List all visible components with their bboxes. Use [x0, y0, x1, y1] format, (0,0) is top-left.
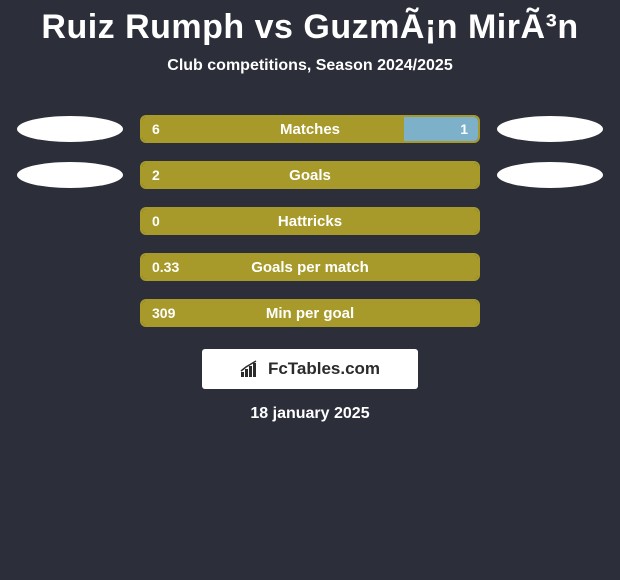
stat-row: 0.33Goals per match [0, 253, 620, 281]
chart-icon [240, 360, 262, 378]
page-title: Ruiz Rumph vs GuzmÃ¡n MirÃ³n [0, 8, 620, 47]
stat-label: Goals [142, 163, 478, 187]
stat-label: Hattricks [142, 209, 478, 233]
avatar-placeholder [17, 116, 123, 142]
stat-bar: 61Matches [140, 115, 480, 143]
right-avatar-slot [480, 116, 620, 142]
stat-label: Min per goal [142, 301, 478, 325]
avatar-placeholder [17, 162, 123, 188]
left-avatar-slot [0, 116, 140, 142]
stat-row: 309Min per goal [0, 299, 620, 327]
stat-bar: 0.33Goals per match [140, 253, 480, 281]
stat-row: 0Hattricks [0, 207, 620, 235]
left-avatar-slot [0, 162, 140, 188]
stat-bar: 309Min per goal [140, 299, 480, 327]
stat-label: Matches [142, 117, 478, 141]
stats-container: 61Matches 2Goals 0Hattricks 0.33Goals per m… [0, 115, 620, 327]
right-avatar-slot [480, 162, 620, 188]
stat-row: 2Goals [0, 161, 620, 189]
page-subtitle: Club competitions, Season 2024/2025 [0, 57, 620, 75]
stat-bar: 2Goals [140, 161, 480, 189]
avatar-placeholder [497, 162, 603, 188]
date-text: 18 january 2025 [0, 405, 620, 423]
stat-row: 61Matches [0, 115, 620, 143]
logo-text: FcTables.com [268, 359, 380, 379]
stat-label: Goals per match [142, 255, 478, 279]
logo-box: FcTables.com [202, 349, 418, 389]
avatar-placeholder [497, 116, 603, 142]
stat-bar: 0Hattricks [140, 207, 480, 235]
